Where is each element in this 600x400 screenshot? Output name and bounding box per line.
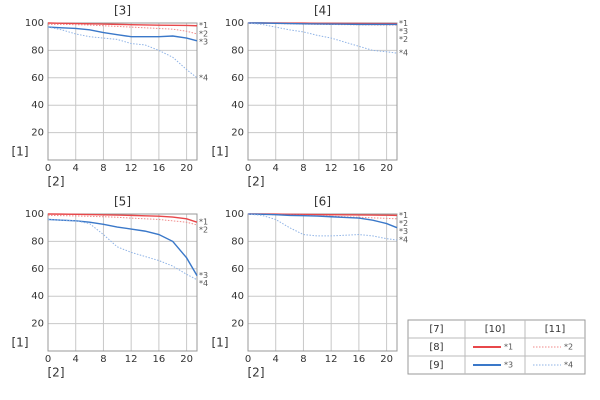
x-tick-label: 20 <box>180 354 193 365</box>
y-tick-label: 80 <box>31 45 44 56</box>
legend-label: *1 <box>504 343 513 352</box>
x-tick-label: 16 <box>353 163 366 174</box>
series-line <box>47 214 198 226</box>
end-label: *2 <box>199 226 208 235</box>
y-tick-label: 100 <box>25 209 44 220</box>
series-line <box>47 213 198 223</box>
series-line <box>47 26 198 79</box>
x-tick-label: 8 <box>100 354 106 365</box>
plot-frame <box>247 22 398 161</box>
legend-header: [7] <box>429 324 443 335</box>
y-tick-label: 20 <box>231 319 244 330</box>
chart-title: [6] <box>314 195 331 209</box>
y-tick-label: 20 <box>31 319 44 330</box>
end-label: *1 <box>199 218 208 227</box>
end-label: *2 <box>199 29 208 38</box>
x-tick-label: 20 <box>380 354 393 365</box>
legend-label: *2 <box>564 343 573 352</box>
series-line <box>247 22 398 54</box>
x-tick-label: 20 <box>180 163 193 174</box>
x-tick-label: 0 <box>245 354 251 365</box>
x-tick-label: 4 <box>273 163 279 174</box>
x-tick-label: 4 <box>273 354 279 365</box>
x-tick-label: 0 <box>45 163 51 174</box>
end-label: *3 <box>399 27 408 36</box>
x-tick-label: 8 <box>300 354 306 365</box>
legend-header: [10] <box>485 324 506 335</box>
y-tick-label: 40 <box>31 291 44 302</box>
end-label: *2 <box>399 219 408 228</box>
series-line <box>48 23 198 35</box>
x-tick-label: 12 <box>125 163 138 174</box>
x-tick-label: 0 <box>245 163 251 174</box>
x-tick-label: 16 <box>153 163 166 174</box>
end-label: *4 <box>399 236 408 245</box>
end-label: *2 <box>399 35 408 44</box>
legend-label: *4 <box>564 361 573 370</box>
x-tick-label: 4 <box>73 163 79 174</box>
series-line <box>47 22 198 27</box>
x-tick-label: 12 <box>325 354 338 365</box>
end-label: *1 <box>399 211 408 220</box>
x-tick-label: 4 <box>73 354 79 365</box>
x-tick-label: 12 <box>125 354 138 365</box>
legend-header: [11] <box>545 324 566 335</box>
y-tick-label: 60 <box>231 73 244 84</box>
y-tick-label: 20 <box>231 128 244 139</box>
series-line <box>47 218 198 281</box>
end-label: *3 <box>199 271 208 280</box>
y-tick-label: 40 <box>31 100 44 111</box>
x-tick-label: 8 <box>300 163 306 174</box>
y-tick-label: 80 <box>231 236 244 247</box>
y-tick-label: 100 <box>225 209 244 220</box>
x-axis-label: [2] <box>248 175 265 189</box>
series-line <box>47 26 198 42</box>
series-line <box>247 213 398 229</box>
y-axis-label: [1] <box>12 336 29 350</box>
y-tick-label: 40 <box>231 291 244 302</box>
end-label: *3 <box>199 37 208 46</box>
y-tick-label: 60 <box>31 264 44 275</box>
x-tick-label: 16 <box>353 354 366 365</box>
end-label: *4 <box>399 49 408 58</box>
x-tick-label: 8 <box>100 163 106 174</box>
x-tick-label: 12 <box>325 163 338 174</box>
x-axis-label: [2] <box>48 175 65 189</box>
legend-label: *3 <box>504 361 513 370</box>
y-tick-label: 60 <box>31 73 44 84</box>
plot-frame <box>47 213 198 352</box>
end-label: *4 <box>199 73 208 82</box>
end-label: *3 <box>399 227 408 236</box>
end-label: *1 <box>399 19 408 28</box>
chart-title: [4] <box>314 4 331 18</box>
y-axis-label: [1] <box>212 336 229 350</box>
y-axis-label: [1] <box>12 145 29 159</box>
y-tick-label: 40 <box>231 100 244 111</box>
y-tick-label: 100 <box>25 18 44 29</box>
x-axis-label: [2] <box>48 366 65 380</box>
legend-row-label: [9] <box>429 360 443 371</box>
end-label: *4 <box>199 279 208 288</box>
y-tick-label: 60 <box>231 264 244 275</box>
chart-title: [5] <box>114 195 131 209</box>
series-line <box>248 22 397 26</box>
legend-row-label: [8] <box>429 342 443 353</box>
y-tick-label: 80 <box>31 236 44 247</box>
y-tick-label: 80 <box>231 45 244 56</box>
y-axis-label: [1] <box>212 145 229 159</box>
x-tick-label: 0 <box>45 354 51 365</box>
x-tick-label: 20 <box>380 163 393 174</box>
chart-title: [3] <box>114 4 131 18</box>
y-tick-label: 20 <box>31 128 44 139</box>
plot-frame <box>47 22 198 161</box>
plot-frame <box>247 213 398 352</box>
x-tick-label: 16 <box>153 354 166 365</box>
y-tick-label: 100 <box>225 18 244 29</box>
end-label: *1 <box>199 21 208 30</box>
x-axis-label: [2] <box>248 366 265 380</box>
